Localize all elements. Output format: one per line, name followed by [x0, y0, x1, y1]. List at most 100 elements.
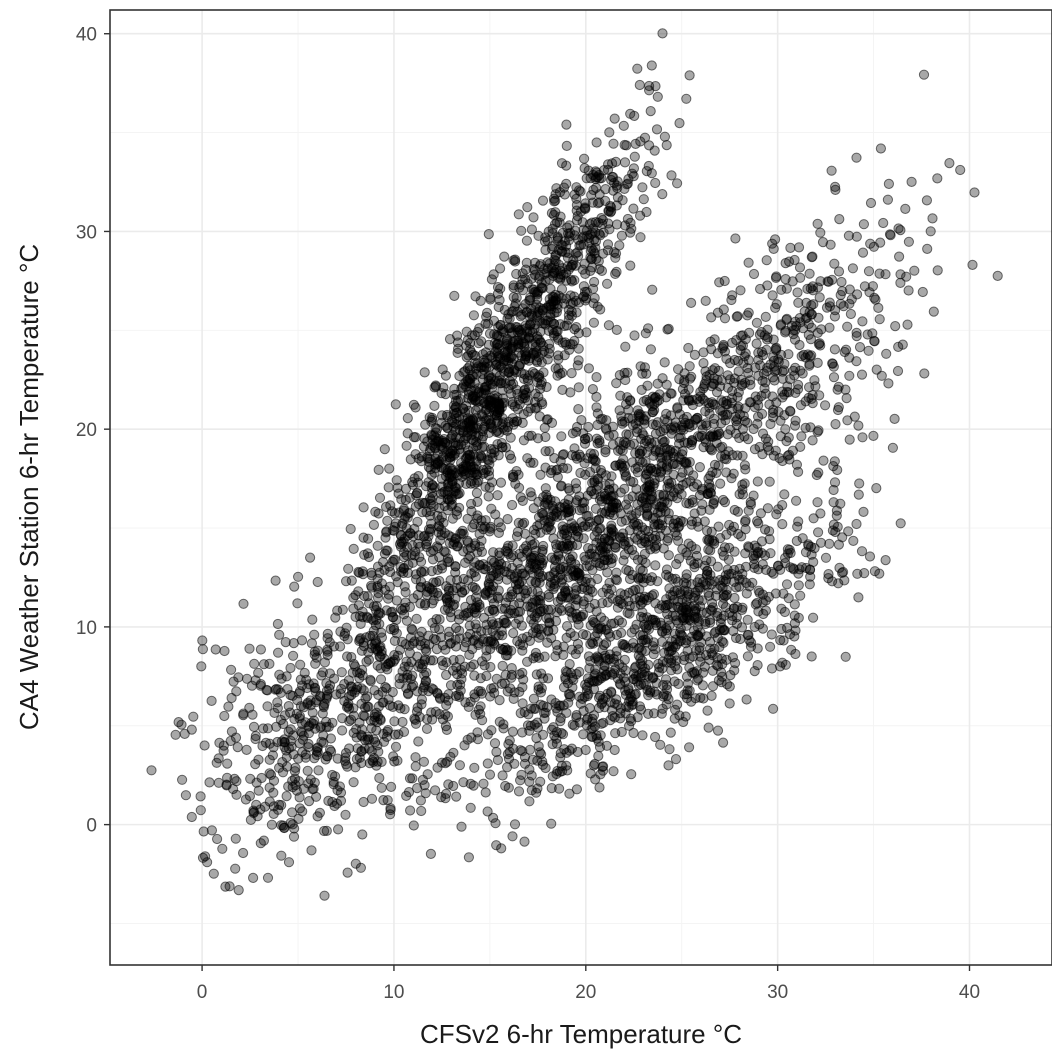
scatter-point [795, 590, 806, 601]
scatter-point [610, 728, 621, 739]
scatter-point [563, 235, 575, 246]
scatter-point [478, 468, 489, 479]
scatter-point [743, 257, 754, 268]
scatter-point [281, 752, 292, 763]
scatter-point [704, 504, 715, 515]
scatter-point [222, 772, 233, 783]
scatter-point [355, 633, 366, 644]
scatter-point [241, 673, 253, 684]
scatter-point [897, 339, 908, 350]
scatter-point [397, 716, 408, 728]
scatter-point [833, 402, 844, 413]
scatter-point [560, 587, 571, 599]
scatter-point [206, 695, 217, 707]
scatter-point [454, 760, 465, 771]
scatter-point [830, 419, 841, 430]
scatter-point [760, 311, 771, 322]
scatter-point [739, 478, 750, 489]
scatter-point [705, 336, 716, 347]
scatter-point [516, 225, 527, 236]
scatter-point [451, 791, 462, 802]
scatter-point [735, 285, 746, 296]
scatter-point [378, 736, 390, 747]
scatter-point [795, 441, 806, 452]
scatter-point [565, 691, 576, 702]
scatter-point [663, 614, 674, 625]
scatter-point [681, 569, 692, 580]
scatter-point [498, 723, 509, 734]
scatter-point [420, 598, 431, 609]
scatter-point [566, 368, 577, 379]
scatter-point [567, 428, 579, 439]
scatter-point [647, 284, 658, 295]
scatter-point [707, 466, 718, 478]
scatter-point [358, 532, 369, 543]
scatter-point [588, 317, 600, 328]
scatter-point [686, 579, 697, 590]
y-tick-label: 40 [76, 25, 97, 46]
scatter-point [591, 137, 602, 148]
scatter-point [392, 755, 403, 766]
scatter-point [491, 746, 502, 758]
scatter-point [591, 391, 602, 402]
scatter-point [247, 709, 258, 720]
scatter-point [844, 434, 855, 445]
scatter-point [531, 787, 542, 798]
scatter-point [743, 307, 754, 318]
scatter-point [528, 212, 539, 223]
scatter-point [579, 503, 590, 514]
scatter-point [793, 379, 804, 390]
scatter-point [429, 400, 440, 411]
scatter-point [967, 259, 978, 270]
scatter-point [288, 638, 299, 649]
scatter-point [597, 587, 608, 598]
scatter-point [449, 389, 460, 400]
scatter-point [651, 396, 663, 407]
scatter-point [853, 592, 864, 603]
scatter-point [473, 338, 484, 349]
scatter-point [643, 160, 654, 172]
scatter-point [663, 571, 674, 583]
scatter-point [417, 774, 428, 786]
scatter-point [539, 499, 550, 510]
scatter-point [482, 729, 493, 740]
y-tick-label: 10 [76, 618, 97, 639]
scatter-point [313, 765, 324, 776]
scatter-point [670, 754, 682, 765]
scatter-point [491, 366, 502, 378]
scatter-point [641, 166, 652, 177]
scatter-point [272, 703, 283, 714]
scatter-point [500, 669, 511, 681]
scatter-point [389, 554, 401, 565]
scatter-point [775, 319, 787, 330]
scatter-point [813, 339, 825, 350]
scatter-point [521, 541, 532, 552]
scatter-point [889, 413, 900, 424]
scatter-point [372, 561, 384, 572]
scatter-point [594, 523, 605, 535]
scatter-point [366, 793, 378, 804]
scatter-point [591, 402, 602, 413]
scatter-point [493, 350, 504, 362]
scatter-point [524, 370, 535, 381]
scatter-point [598, 717, 609, 729]
scatter-point [524, 295, 535, 306]
scatter-point [370, 643, 381, 654]
scatter-point [741, 588, 752, 599]
scatter-point [419, 655, 430, 667]
scatter-point [572, 567, 583, 578]
scatter-point [469, 519, 480, 530]
scatter-point [464, 649, 475, 661]
scatter-point [873, 302, 884, 313]
scatter-point [562, 621, 573, 632]
scatter-point [524, 326, 536, 337]
scatter-point [459, 740, 470, 751]
scatter-point [659, 131, 671, 142]
scatter-point [672, 178, 683, 189]
scatter-point [703, 722, 714, 733]
scatter-point [571, 495, 583, 506]
scatter-point [854, 342, 866, 353]
scatter-point [341, 576, 352, 587]
scatter-point [597, 248, 609, 259]
scatter-point [743, 541, 754, 552]
